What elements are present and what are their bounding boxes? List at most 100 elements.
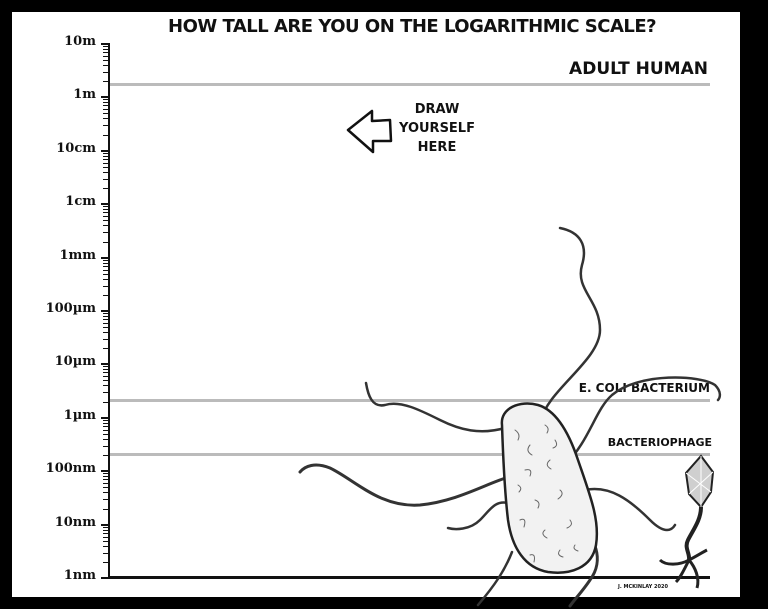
axis-tick-label: 1cm bbox=[65, 194, 96, 209]
axis-minor-tick bbox=[103, 332, 109, 333]
axis-minor-tick bbox=[103, 483, 109, 484]
axis-minor-tick bbox=[103, 455, 109, 456]
axis-tick-label: 10cm bbox=[56, 141, 96, 156]
axis-minor-tick bbox=[103, 537, 109, 538]
axis-minor-tick bbox=[103, 188, 109, 189]
axis-tick-label: 10nm bbox=[54, 515, 96, 530]
axis-minor-tick bbox=[103, 530, 109, 531]
axis-major-tick bbox=[101, 470, 110, 472]
axis-tick-label: 100µm bbox=[45, 301, 96, 316]
ref-label-bacteriophage: BACTERIOPHAGE bbox=[607, 436, 712, 449]
axis-minor-tick bbox=[103, 263, 109, 264]
axis-major-tick bbox=[101, 524, 110, 526]
axis-minor-tick bbox=[103, 179, 109, 180]
axis-minor-tick bbox=[103, 385, 109, 386]
axis-minor-tick bbox=[103, 156, 109, 157]
axis-minor-tick bbox=[103, 260, 109, 261]
axis-minor-tick bbox=[103, 426, 109, 427]
axis-minor-tick bbox=[103, 492, 109, 493]
axis-minor-tick bbox=[103, 81, 109, 82]
axis-major-tick bbox=[101, 150, 110, 152]
axis-minor-tick bbox=[103, 372, 109, 373]
axis-minor-tick bbox=[103, 286, 109, 287]
axis-tick-label: 1µm bbox=[63, 408, 96, 423]
axis-minor-tick bbox=[103, 313, 109, 314]
ref-line-ecoli bbox=[110, 399, 710, 402]
axis-tick-label: 10µm bbox=[54, 354, 96, 369]
axis-minor-tick bbox=[103, 167, 109, 168]
axis-tick-label: 1mm bbox=[59, 248, 96, 263]
axis-minor-tick bbox=[103, 266, 109, 267]
axis-minor-tick bbox=[103, 49, 109, 50]
axis-minor-tick bbox=[103, 527, 109, 528]
axis-minor-tick bbox=[103, 316, 109, 317]
bacteriophage-illustration bbox=[658, 454, 715, 589]
axis-major-tick bbox=[101, 96, 110, 98]
artist-credit: J. MCKINLAY 2020 bbox=[618, 584, 668, 590]
axis-minor-tick bbox=[103, 153, 109, 154]
ref-line-adult-human bbox=[110, 83, 710, 86]
axis-tick-label: 10m bbox=[64, 34, 96, 49]
prompt-line-1: DRAW bbox=[414, 102, 460, 117]
axis-minor-tick bbox=[103, 541, 109, 542]
axis-minor-tick bbox=[103, 327, 109, 328]
axis-minor-tick bbox=[103, 206, 109, 207]
axis-minor-tick bbox=[103, 113, 109, 114]
axis-minor-tick bbox=[103, 60, 109, 61]
axis-minor-tick bbox=[103, 125, 109, 126]
axis-minor-tick bbox=[103, 216, 109, 217]
axis-minor-tick bbox=[103, 225, 109, 226]
ecoli-bacterium-illustration bbox=[298, 226, 722, 608]
axis-minor-tick bbox=[103, 402, 109, 403]
axis-minor-tick bbox=[103, 295, 109, 296]
axis-minor-tick bbox=[103, 366, 109, 367]
axis-minor-tick bbox=[103, 212, 109, 213]
axis-minor-tick bbox=[103, 423, 109, 424]
axis-minor-tick bbox=[103, 172, 109, 173]
axis-minor-tick bbox=[103, 46, 109, 47]
axis-minor-tick bbox=[103, 376, 109, 377]
ref-label-ecoli: E. COLI BACTERIUM bbox=[578, 381, 710, 395]
axis-tick-label: 1m bbox=[73, 87, 96, 102]
axis-minor-tick bbox=[103, 487, 109, 488]
draw-yourself-prompt: DRAW YOURSELF HERE bbox=[392, 100, 482, 157]
axis-minor-tick bbox=[103, 159, 109, 160]
axis-major-tick bbox=[101, 257, 110, 259]
left-arrow-icon bbox=[346, 109, 393, 154]
ref-line-bacteriophage bbox=[110, 453, 710, 456]
axis-minor-tick bbox=[103, 473, 109, 474]
axis-minor-tick bbox=[103, 380, 109, 381]
axis-tick-label: 1nm bbox=[63, 568, 96, 583]
axis-major-tick bbox=[101, 417, 110, 419]
axis-minor-tick bbox=[103, 476, 109, 477]
axis-minor-tick bbox=[103, 163, 109, 164]
axis-minor-tick bbox=[103, 546, 109, 547]
axis-tick-label: 100nm bbox=[45, 461, 96, 476]
axis-minor-tick bbox=[103, 65, 109, 66]
axis-major-tick bbox=[101, 43, 110, 45]
axis-minor-tick bbox=[103, 270, 109, 271]
axis-minor-tick bbox=[103, 135, 109, 136]
axis-minor-tick bbox=[103, 553, 109, 554]
axis-minor-tick bbox=[103, 274, 109, 275]
poster-panel bbox=[12, 12, 740, 597]
axis-minor-tick bbox=[103, 420, 109, 421]
axis-minor-tick bbox=[103, 434, 109, 435]
axis-minor-tick bbox=[103, 430, 109, 431]
axis-minor-tick bbox=[103, 102, 109, 103]
axis-minor-tick bbox=[103, 323, 109, 324]
axis-minor-tick bbox=[103, 446, 109, 447]
axis-minor-tick bbox=[103, 232, 109, 233]
axis-minor-tick bbox=[103, 56, 109, 57]
axis-minor-tick bbox=[103, 339, 109, 340]
axis-minor-tick bbox=[103, 533, 109, 534]
axis-minor-tick bbox=[103, 279, 109, 280]
axis-minor-tick bbox=[103, 562, 109, 563]
axis-minor-tick bbox=[103, 369, 109, 370]
axis-major-tick bbox=[101, 310, 110, 312]
axis-minor-tick bbox=[103, 479, 109, 480]
axis-minor-tick bbox=[103, 348, 109, 349]
axis-minor-tick bbox=[103, 52, 109, 53]
axis-minor-tick bbox=[103, 109, 109, 110]
